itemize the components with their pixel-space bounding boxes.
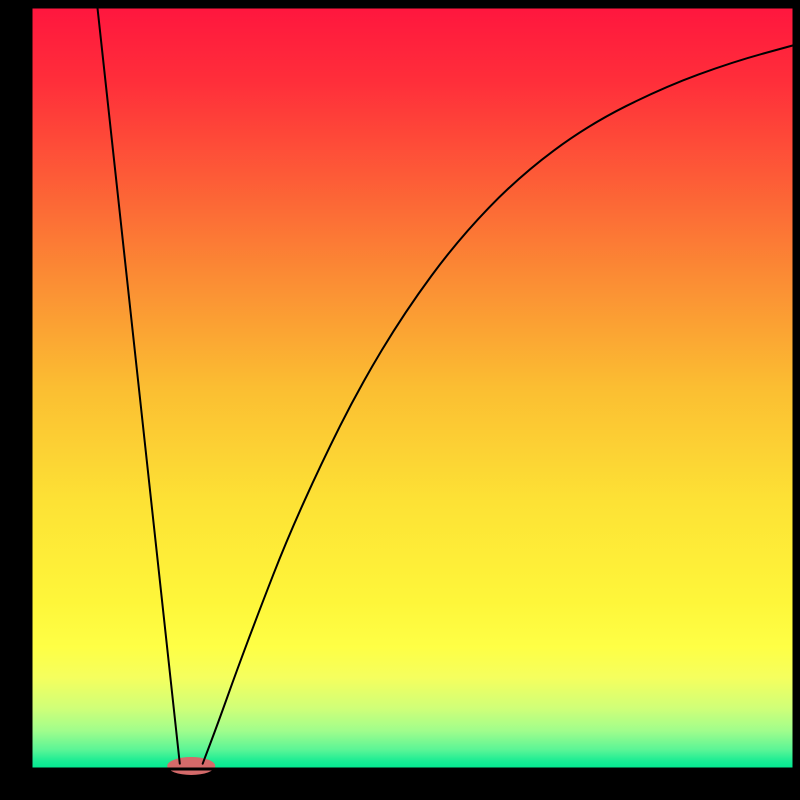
plot-background bbox=[31, 7, 794, 769]
chart-container: TheBottlenecker.com bbox=[0, 0, 800, 800]
chart-svg bbox=[0, 0, 800, 800]
valley-marker bbox=[167, 757, 215, 775]
